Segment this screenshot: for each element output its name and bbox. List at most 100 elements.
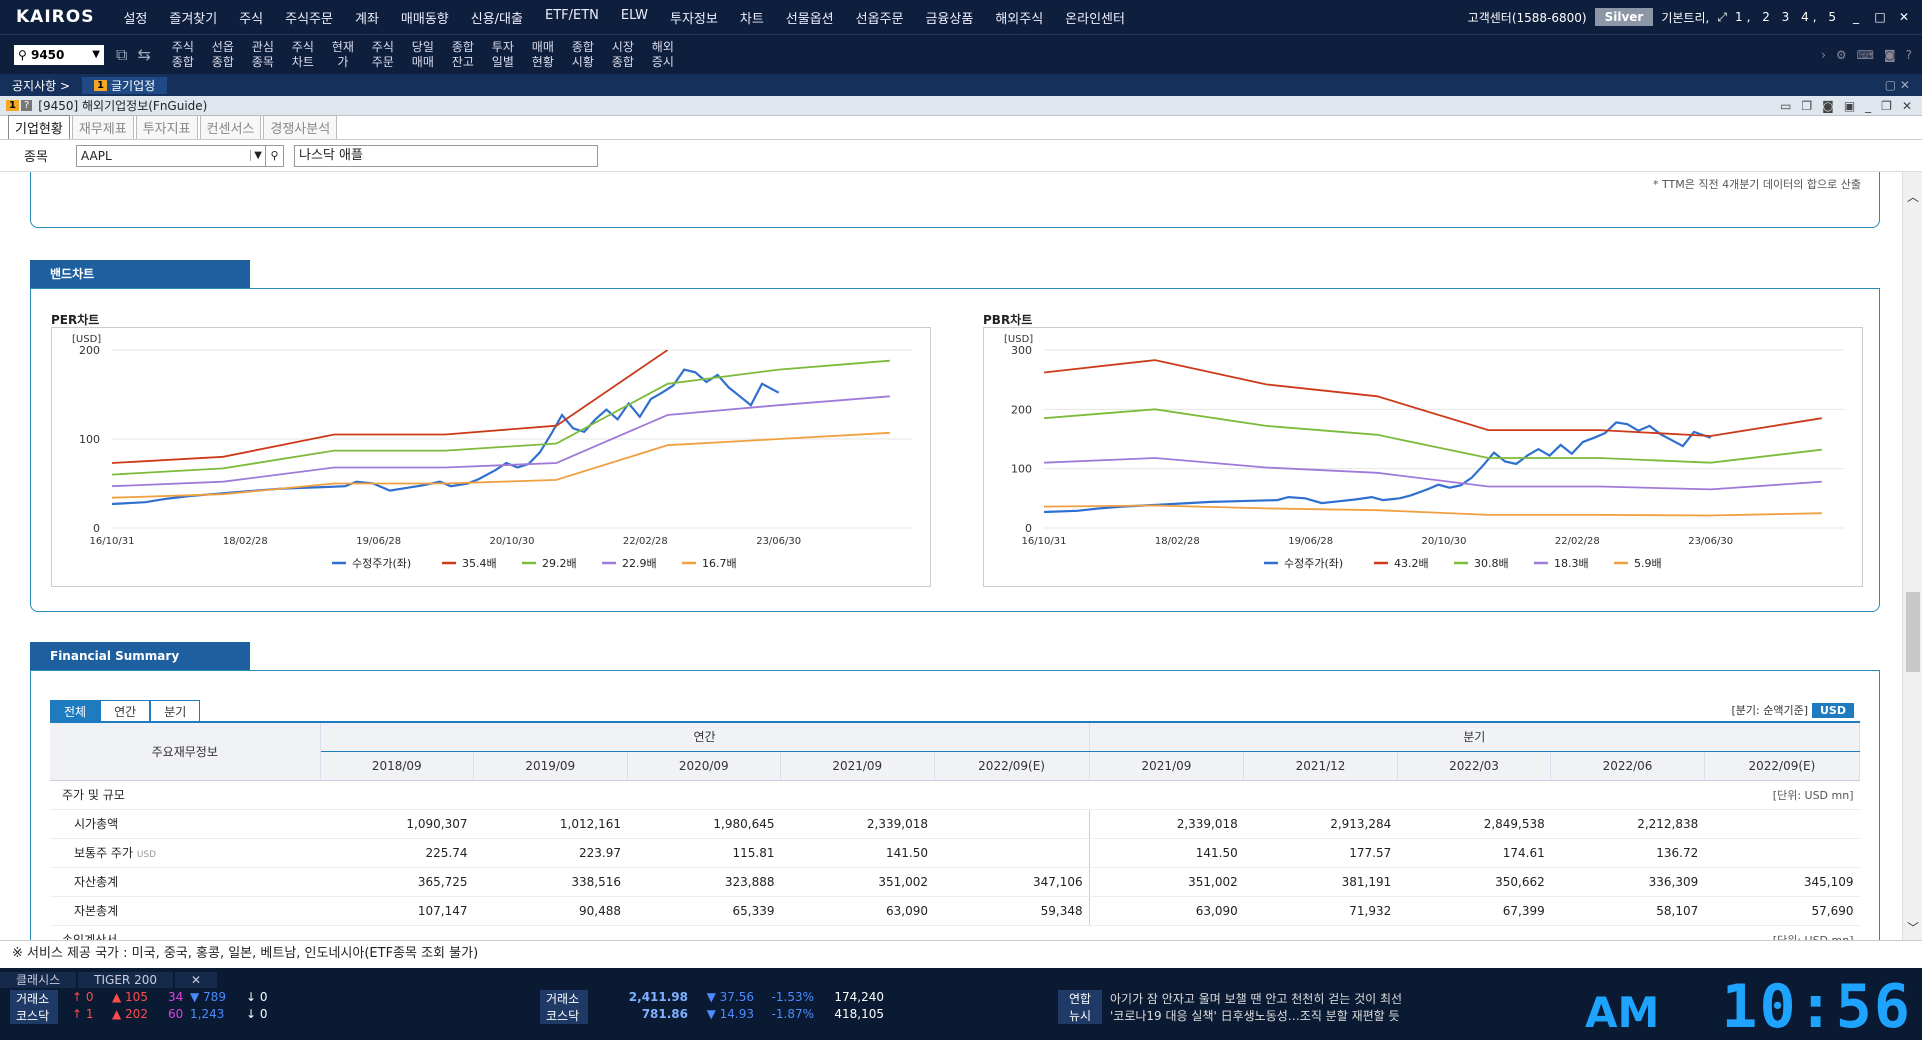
financial-tab-1[interactable]: 연간 <box>100 700 151 723</box>
tab-active-screen[interactable]: 1 글기업정 <box>82 76 168 94</box>
customer-center[interactable]: 고객센터(1588-6800) <box>1467 10 1587 25</box>
breadth-c: 34 <box>168 990 184 1004</box>
quick-button-12[interactable]: 해외 증시 <box>651 39 674 69</box>
menu-item-12[interactable]: 선옵주문 <box>855 11 904 27</box>
row-unit: USD <box>136 850 157 860</box>
menu-item-14[interactable]: 해외주식 <box>995 11 1044 27</box>
swap-icon[interactable]: ⇆ <box>137 44 151 64</box>
quick-button-7[interactable]: 종합 잔고 <box>451 39 474 69</box>
quick-button-1[interactable]: 선옵 종합 <box>211 39 234 69</box>
menu-item-5[interactable]: 매매동향 <box>400 11 449 27</box>
table-cell: 2,339,018 <box>780 809 934 839</box>
chevron-right-icon[interactable]: › <box>1821 47 1826 62</box>
symbol-search-icon[interactable]: ⚲ <box>266 144 284 167</box>
col-header-5: 2021/09 <box>1089 751 1245 781</box>
subtab-3[interactable]: 컨센서스 <box>199 115 262 139</box>
menu-item-1[interactable]: 즐겨찾기 <box>169 11 218 27</box>
news-source: 연합 <box>1058 990 1102 1007</box>
bottom-tab-close-icon[interactable]: ✕ <box>174 972 218 988</box>
window-restore-icon[interactable]: ❐ <box>1881 98 1892 113</box>
subtab-1[interactable]: 재무제표 <box>71 115 134 139</box>
chevron-down-icon[interactable]: ▼ <box>92 49 100 60</box>
gear-icon[interactable]: ⚙ <box>1835 47 1847 62</box>
quick-button-9[interactable]: 매매 현황 <box>531 39 554 69</box>
legend-label: 16.7배 <box>702 557 737 570</box>
menu-item-7[interactable]: ETF/ETN <box>544 7 599 23</box>
window-copy-icon[interactable]: ❐ <box>1801 98 1813 113</box>
breadth-e: ↓ 0 <box>246 990 268 1004</box>
next-category-label: 손익계산서 <box>50 925 1090 940</box>
quick-button-5[interactable]: 주식 주문 <box>371 39 394 69</box>
table-cell: 90,488 <box>473 896 627 926</box>
symbol-value: AAPL <box>81 148 112 163</box>
quick-button-4[interactable]: 현재 가 <box>331 39 354 69</box>
menu-item-0[interactable]: 설정 <box>123 11 148 27</box>
series-line-2 <box>1044 408 1822 464</box>
minimize-icon[interactable]: _ <box>1853 10 1859 24</box>
screen-code-input[interactable]: ⚲ 9450 ▼ <box>14 44 104 65</box>
tabstrip-controls[interactable]: ▢ ✕ <box>1884 78 1910 92</box>
scroll-down-icon[interactable]: ﹀ <box>1907 921 1920 935</box>
expand-icon[interactable]: ⤢ <box>1717 9 1727 24</box>
menu-item-2[interactable]: 주식 <box>239 11 264 27</box>
quick-button-6[interactable]: 당일 매매 <box>411 39 434 69</box>
menu-item-9[interactable]: 투자정보 <box>670 11 718 27</box>
category-label: 주가 및 규모 <box>50 780 1090 810</box>
symbol-dropdown-icon[interactable]: ▼ <box>250 150 265 161</box>
subtab-0[interactable]: 기업현황 <box>8 115 70 139</box>
window-close-icon[interactable]: ✕ <box>1901 98 1912 113</box>
maximize-icon[interactable]: □ <box>1874 10 1886 24</box>
x-tick-label: 22/02/28 <box>623 536 668 547</box>
window-list-icon[interactable]: ⧉ <box>116 44 128 64</box>
symbol-input[interactable]: AAPL ▼ <box>76 144 266 167</box>
subtab-2[interactable]: 투자지표 <box>135 115 198 139</box>
menu-item-15[interactable]: 온라인센터 <box>1065 11 1125 27</box>
breadth-market: 거래소 <box>10 990 58 1007</box>
scroll-up-icon[interactable]: ︿ <box>1907 190 1920 204</box>
menu-item-6[interactable]: 신용/대출 <box>470 11 523 27</box>
news-row[interactable]: 뉴시 '코로나19 대응 실책' 日후생노동성…조직 분할 재편할 듯 <box>1058 1007 1400 1024</box>
col-head: 주요재무정보 <box>50 721 321 781</box>
menu-item-4[interactable]: 계좌 <box>354 11 379 27</box>
quick-button-3[interactable]: 주식 차트 <box>291 39 314 69</box>
quick-button-11[interactable]: 시장 종합 <box>611 39 634 69</box>
row-name: 보통주 주가 USD <box>50 838 320 868</box>
subtab-4[interactable]: 경쟁사분석 <box>263 115 338 139</box>
window-camera-icon[interactable]: ◙ <box>1822 98 1834 113</box>
menu-item-13[interactable]: 금융상품 <box>925 11 974 27</box>
window-title: [9450] 해외기업정보(FnGuide) <box>38 99 208 113</box>
window-lock-icon[interactable]: ▣ <box>1843 98 1856 113</box>
bottom-tab-1[interactable]: TIGER 200 <box>78 972 173 988</box>
quick-button-0[interactable]: 주식 종합 <box>171 39 194 69</box>
row-name: 자산총계 <box>50 867 320 897</box>
quick-button-10[interactable]: 종합 시황 <box>571 39 594 69</box>
x-tick-label: 20/10/30 <box>490 536 535 547</box>
bottom-tab-0[interactable]: 클래시스 <box>0 972 77 988</box>
per-chart-title: PER차트 <box>51 313 100 327</box>
menu-item-11[interactable]: 선물옵션 <box>785 11 834 27</box>
financial-tab-0[interactable]: 전체 <box>50 700 101 723</box>
window-pin-icon[interactable]: ▭ <box>1780 98 1792 113</box>
vertical-scrollbar[interactable]: ︿ ﹀ <box>1902 172 1922 940</box>
window-help-icon[interactable]: ? <box>20 100 33 111</box>
scrollbar-thumb[interactable] <box>1906 592 1920 672</box>
quick-button-8[interactable]: 투자 일별 <box>491 39 514 69</box>
keyboard-icon[interactable]: ⌨ <box>1856 47 1874 62</box>
menu-item-3[interactable]: 주식주문 <box>285 11 333 27</box>
window-minimize-icon[interactable]: _ <box>1865 98 1872 113</box>
camera-icon[interactable]: ◙ <box>1883 47 1896 62</box>
main-menu: 설정 즐겨찾기 주식 주식주문 계좌 매매동향 신용/대출 ETF/ETN ELW 투자정보 차트 선… <box>112 8 1136 27</box>
layout-label[interactable]: 기본트리, <box>1661 10 1710 25</box>
currency-button[interactable]: USD <box>1812 702 1854 718</box>
tab-notice[interactable]: 공지사항 > <box>12 78 71 93</box>
band-chart-header: 밴드차트 <box>30 260 250 288</box>
menu-item-8[interactable]: ELW <box>620 7 649 23</box>
quick-button-2[interactable]: 관심 종목 <box>251 39 274 69</box>
menu-item-10[interactable]: 차트 <box>739 11 764 27</box>
index-market: 거래소 <box>540 990 588 1007</box>
help-icon[interactable]: ? <box>1905 47 1912 62</box>
close-icon[interactable]: ✕ <box>1898 10 1910 24</box>
financial-tab-2[interactable]: 분기 <box>150 700 201 723</box>
screen-numbers[interactable]: 1, 2 3 4, 5 <box>1734 10 1840 24</box>
news-row[interactable]: 연합 아기가 잠 안자고 울며 보챌 땐 안고 천천히 걷는 것이 최선 <box>1058 990 1402 1007</box>
